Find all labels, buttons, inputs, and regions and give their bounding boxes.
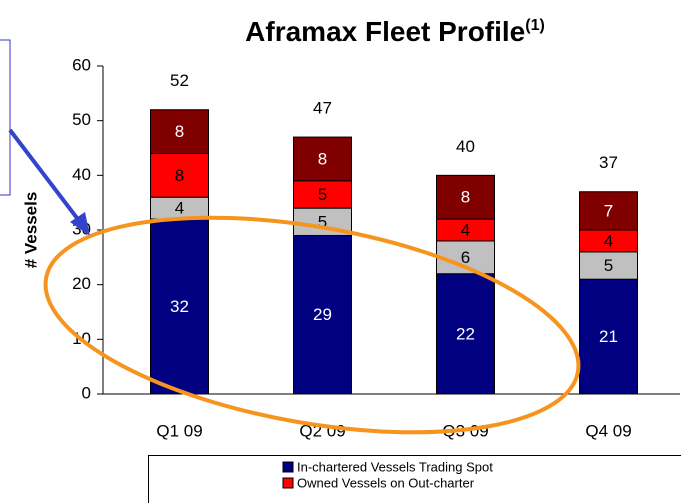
legend-label: Owned Vessels on Out-charter [297, 475, 475, 490]
title-text: Aframax Fleet Profile [245, 16, 525, 47]
value-label: 6 [461, 248, 470, 267]
value-label: 22 [456, 324, 475, 343]
bar-segment [436, 174, 495, 220]
value-label: 5 [318, 212, 327, 231]
value-label: 8 [175, 122, 184, 141]
total-label: 40 [456, 137, 475, 156]
x-tick-label: Q4 09 [585, 421, 631, 440]
bar-segment [293, 180, 352, 209]
value-label: 4 [604, 231, 613, 250]
value-label: 7 [604, 201, 613, 220]
bar-segment [579, 191, 638, 231]
bar-segment [293, 234, 352, 395]
legend-box [148, 455, 681, 503]
value-label: 8 [318, 149, 327, 168]
value-label: 8 [175, 166, 184, 185]
bar-segment [293, 136, 352, 182]
total-label: 52 [170, 71, 189, 90]
value-label: 5 [604, 256, 613, 275]
y-axis-label: # Vessels [21, 192, 40, 269]
value-label: 5 [318, 185, 327, 204]
bar-segment [150, 109, 209, 154]
chart-title: Aframax Fleet Profile(1) [245, 16, 545, 47]
legend-label: In-chartered Vessels Trading Spot [297, 459, 493, 474]
bar-segment [436, 273, 495, 395]
value-label: 4 [461, 220, 470, 239]
value-label: 29 [313, 305, 332, 324]
total-label: 37 [599, 153, 618, 172]
value-label: 21 [599, 327, 618, 346]
value-label: 32 [170, 297, 189, 316]
value-label: 8 [461, 188, 470, 207]
callout-box [0, 39, 11, 196]
legend-swatch [282, 461, 294, 473]
bar-segment [150, 218, 209, 395]
y-tick-label: 20 [72, 274, 91, 293]
x-tick-label: Q1 09 [156, 421, 202, 440]
bar-segment [579, 251, 638, 280]
total-label: 47 [313, 99, 332, 118]
arrow-head [70, 212, 90, 236]
value-label: 4 [175, 199, 184, 218]
y-tick-label: 50 [72, 110, 91, 129]
legend-swatch [282, 477, 294, 489]
arrow-line [8, 128, 82, 224]
y-tick-label: 40 [72, 165, 91, 184]
highlight-ellipse [43, 215, 581, 435]
y-tick-label: 0 [82, 383, 91, 402]
bar-segment [150, 152, 209, 198]
title-note: (1) [525, 17, 545, 34]
y-tick-label: 60 [72, 55, 91, 74]
bar-segment [579, 278, 638, 395]
